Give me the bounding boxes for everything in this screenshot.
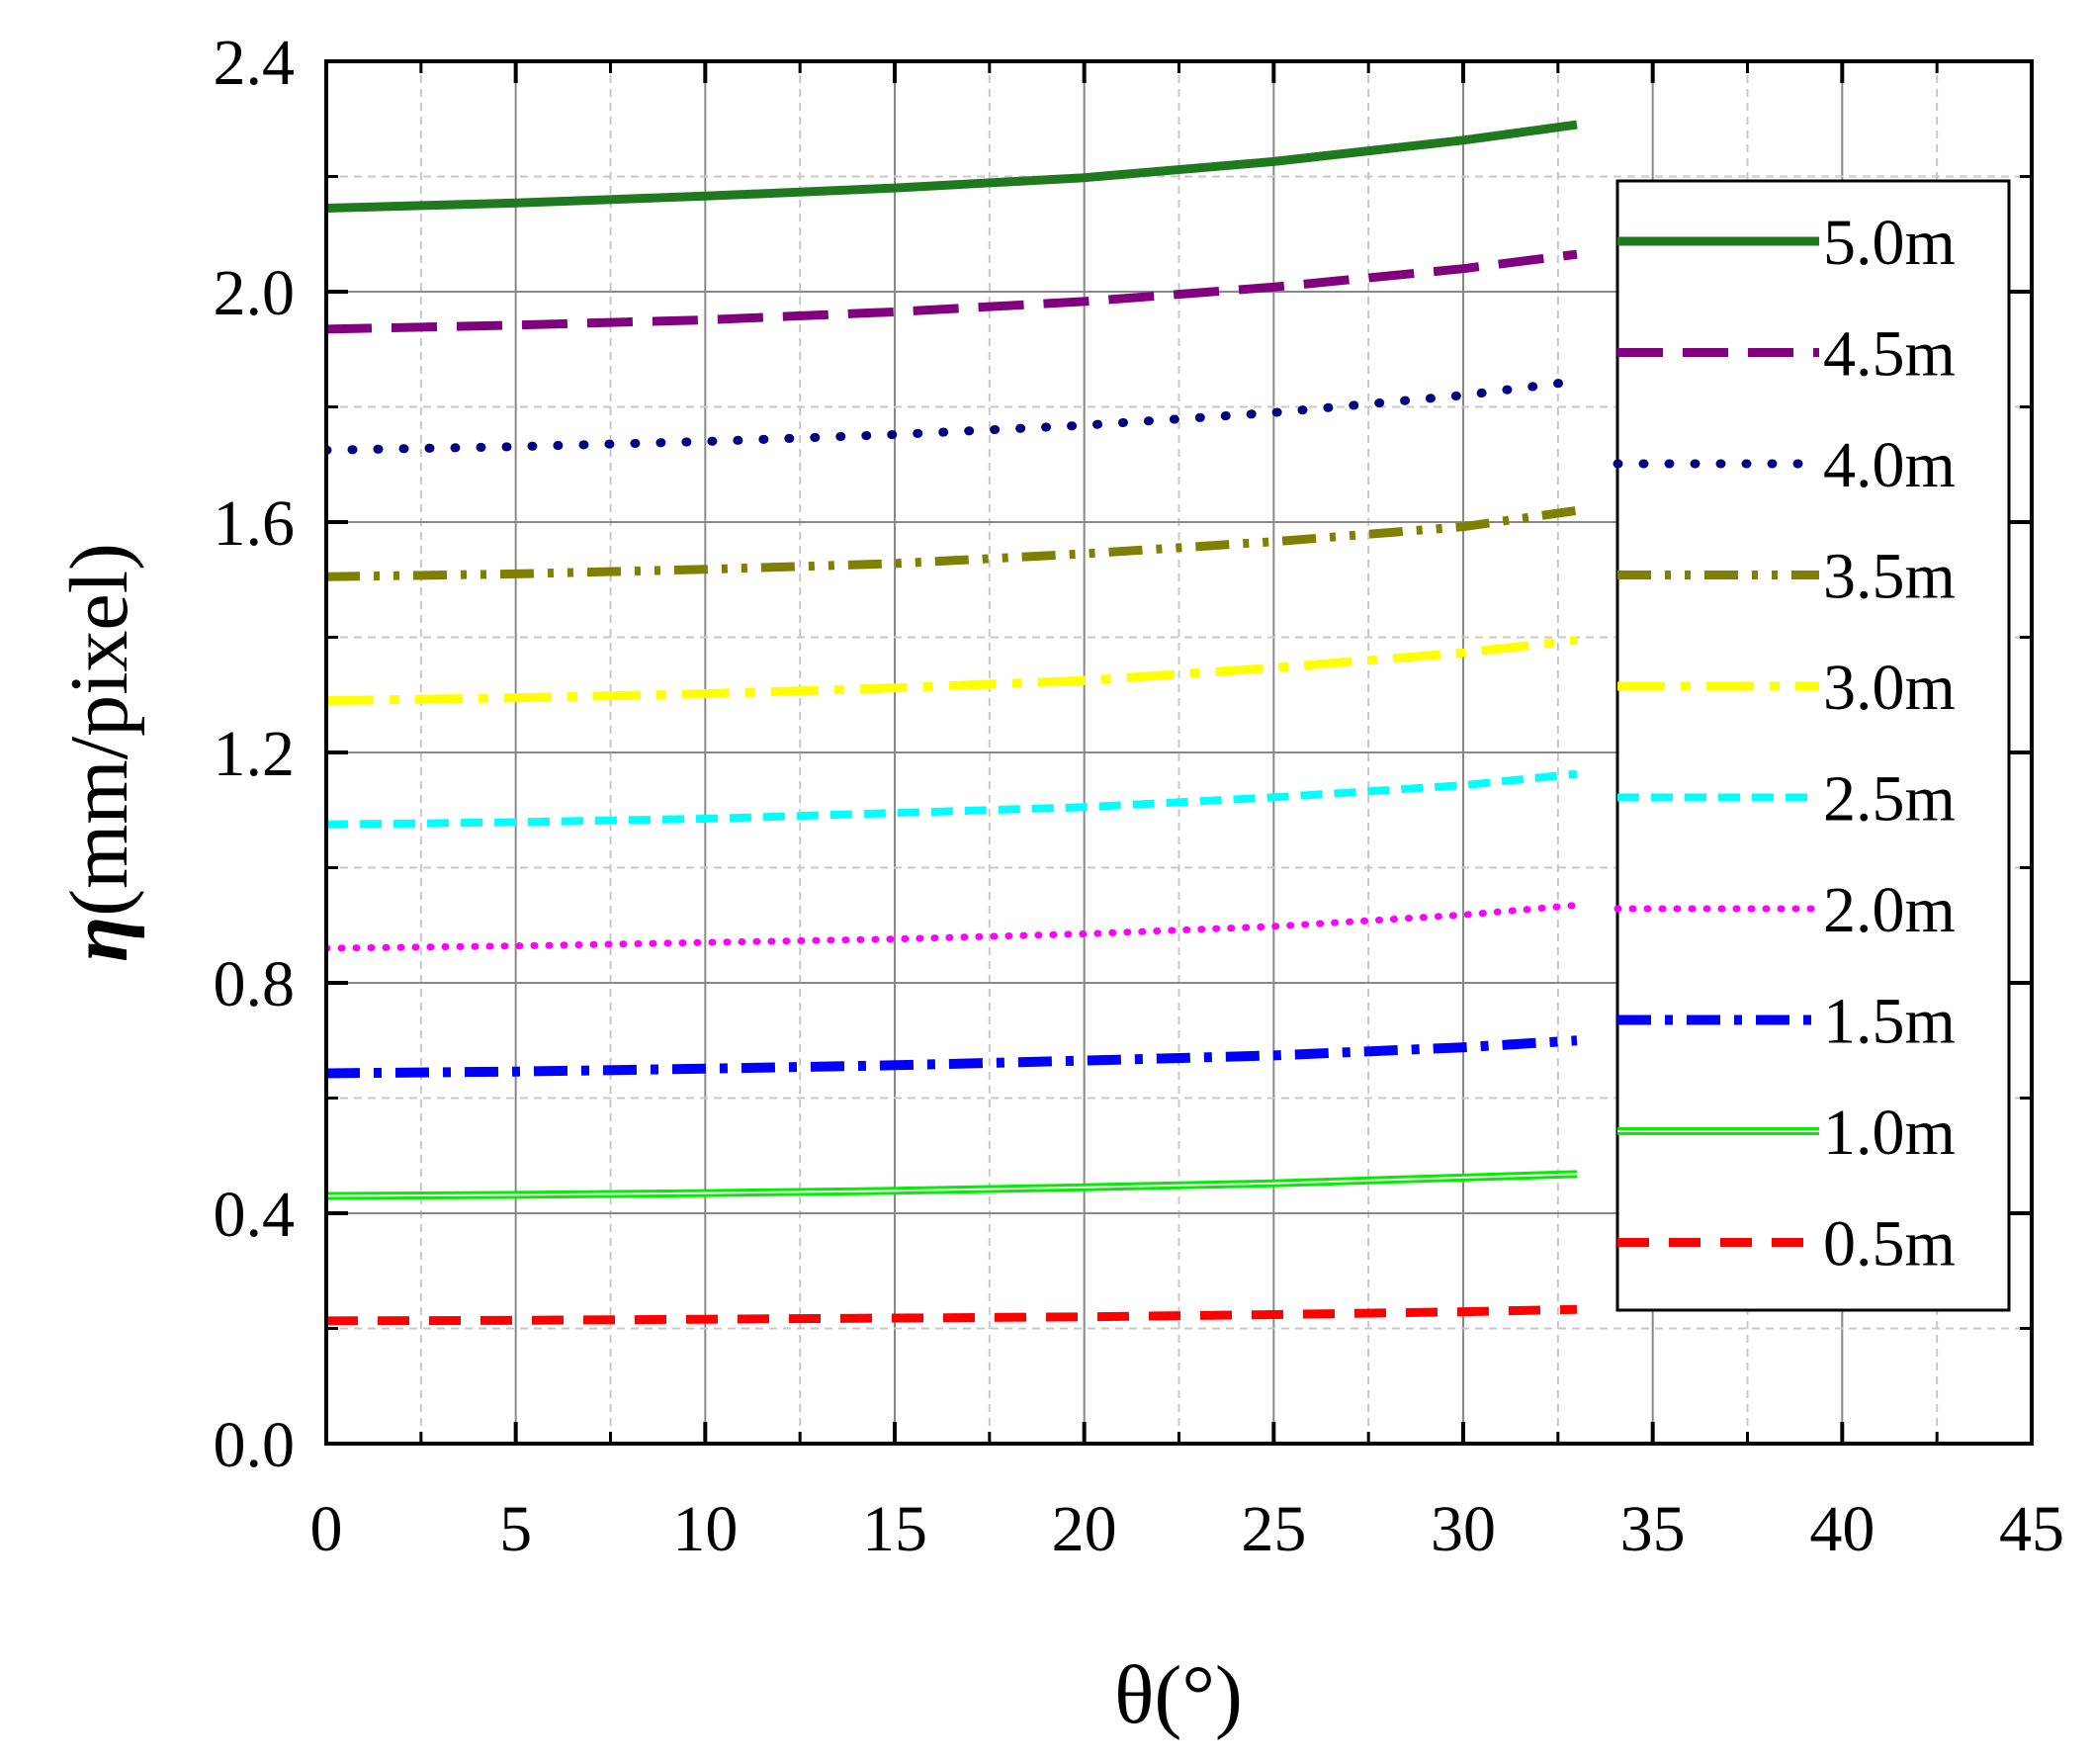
series-line [326, 1170, 1578, 1200]
series-4.5m [326, 249, 1578, 334]
y-tick-label: 2.0 [214, 257, 296, 329]
x-tick-label: 35 [1620, 1493, 1686, 1565]
y-tick-label: 2.4 [214, 27, 296, 99]
legend-label: 3.5m [1823, 541, 1956, 613]
series-1.0m [326, 1170, 1578, 1200]
x-tick-label: 40 [1809, 1493, 1875, 1565]
legend-item-4.0m: 4.0m [1613, 429, 1956, 501]
legend-item-0.5m: 0.5m [1617, 1208, 1956, 1280]
y-tick-label: 1.6 [214, 487, 296, 560]
legend-items: 5.0m 4.5m 4.0m 3.5m 3.0m 2.5m 2.0m 1.5m 1.0m 0.5m [1613, 207, 1956, 1280]
series-3.0m [326, 635, 1578, 706]
x-tick-label: 45 [1999, 1493, 2064, 1565]
legend-label: 3.0m [1823, 652, 1956, 724]
legend-label: 2.5m [1823, 763, 1956, 836]
series-3.5m [326, 505, 1578, 581]
series-0.5m [326, 1304, 1578, 1326]
legend-label: 4.0m [1823, 429, 1956, 501]
legend-label: 5.0m [1823, 207, 1956, 279]
x-tick-label: 15 [862, 1493, 927, 1565]
legend-label: 1.0m [1823, 1097, 1956, 1169]
x-tick-label: 20 [1052, 1493, 1117, 1565]
series-line-inner [326, 1173, 1578, 1197]
legend-label: 1.5m [1823, 986, 1956, 1058]
legend-label: 4.5m [1823, 318, 1956, 391]
legend-item-3.5m: 3.5m [1617, 541, 1956, 613]
legend-item-1.0m: 1.0m [1617, 1097, 1956, 1169]
y-tick-label: 0.8 [214, 948, 296, 1020]
x-tick-label: 30 [1431, 1493, 1496, 1565]
x-tick-label: 25 [1241, 1493, 1306, 1565]
series-2.5m [326, 769, 1578, 829]
series-line [326, 249, 1578, 334]
legend-item-2.0m: 2.0m [1613, 874, 1956, 946]
series-line [326, 505, 1578, 581]
series-line [326, 635, 1578, 706]
legend-item-3.0m: 3.0m [1617, 652, 1956, 724]
legend-item-2.5m: 2.5m [1617, 763, 1956, 836]
series-line [326, 901, 1581, 952]
legend-item-1.5m: 1.5m [1617, 986, 1956, 1058]
series-5.0m [326, 120, 1578, 213]
series-line [326, 376, 1582, 455]
y-tick-label: 0.0 [214, 1409, 296, 1481]
legend-label: 2.0m [1823, 874, 1956, 946]
x-tick-label: 5 [499, 1493, 532, 1565]
tick-labels: 0 5 10 15 20 25 30 35 40 45 0.0 0.4 0.8 1.2 1.6 2.0 2.4 [214, 27, 2065, 1565]
legend-item-4.5m: 4.5m [1617, 318, 1956, 391]
series-line [326, 769, 1578, 829]
series-group [326, 120, 1582, 1326]
series-1.5m [326, 1035, 1578, 1079]
legend-item-5.0m: 5.0m [1617, 207, 1956, 279]
y-axis-unit: (mm/pixel) [53, 543, 145, 917]
series-2.0m [326, 901, 1581, 952]
y-axis-symbol: η [53, 917, 145, 962]
legend: 5.0m 4.5m 4.0m 3.5m 3.0m 2.5m 2.0m 1.5m 1.0m 0.5m [1613, 179, 2011, 1312]
x-tick-label: 0 [310, 1493, 343, 1565]
y-tick-label: 0.4 [214, 1179, 296, 1251]
legend-box [1615, 179, 2011, 1312]
x-tick-label: 10 [672, 1493, 738, 1565]
x-axis-title: θ(°) [1114, 1649, 1243, 1741]
ticks [324, 59, 2034, 1446]
series-line [326, 120, 1578, 213]
y-tick-label: 1.2 [214, 718, 296, 790]
legend-label: 0.5m [1823, 1208, 1956, 1280]
y-axis-title: η(mm/pixel) [53, 543, 145, 962]
series-line [326, 1035, 1578, 1079]
series-4.0m [326, 376, 1582, 455]
series-line [326, 1304, 1578, 1326]
